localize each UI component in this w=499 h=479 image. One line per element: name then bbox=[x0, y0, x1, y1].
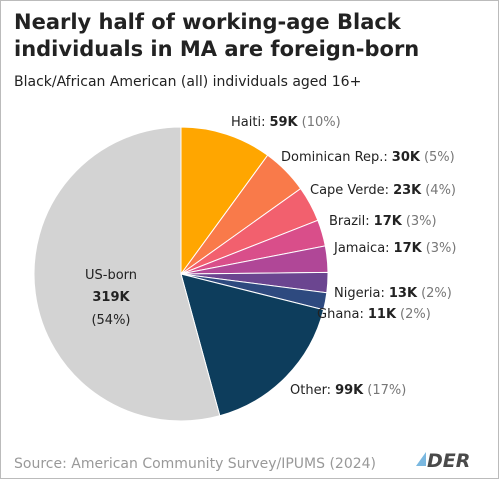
category-label: Other: bbox=[290, 383, 331, 398]
value-label: 11K bbox=[368, 307, 397, 322]
value-label: 319K bbox=[92, 290, 130, 305]
category-label: US-born bbox=[85, 268, 137, 283]
slice-label: Jamaica: 17K (3%) bbox=[333, 241, 457, 256]
category-label: Haiti: bbox=[231, 115, 265, 130]
percent-label: (5%) bbox=[424, 150, 455, 165]
percent-label: (4%) bbox=[425, 183, 456, 198]
slice-label: Haiti: 59K (10%) bbox=[231, 115, 341, 130]
slice-label: Cape Verde: 23K (4%) bbox=[310, 183, 456, 198]
value-label: 13K bbox=[389, 286, 418, 301]
category-label: Brazil: bbox=[329, 214, 370, 229]
percent-label: (3%) bbox=[406, 214, 437, 229]
slice-label: Ghana: 11K (2%) bbox=[317, 307, 431, 322]
percent-label: (3%) bbox=[426, 241, 457, 256]
percent-label: (17%) bbox=[367, 383, 406, 398]
value-label: 59K bbox=[269, 115, 298, 130]
percent-label: (10%) bbox=[302, 115, 341, 130]
slice-label: Other: 99K (17%) bbox=[290, 383, 406, 398]
category-label: Ghana: bbox=[317, 307, 364, 322]
category-label: Nigeria: bbox=[334, 286, 385, 301]
chart-title: Nearly half of working-age Black bbox=[14, 10, 402, 34]
logo-icon bbox=[416, 452, 426, 466]
percent-label: (2%) bbox=[400, 307, 431, 322]
pie-slice bbox=[180, 273, 325, 417]
logo: DER bbox=[427, 450, 470, 472]
pie-slice bbox=[33, 126, 221, 422]
percent-label: (2%) bbox=[421, 286, 452, 301]
value-label: 17K bbox=[394, 241, 423, 256]
category-label: Jamaica: bbox=[333, 241, 390, 256]
value-label: 30K bbox=[392, 150, 421, 165]
chart-title: individuals in MA are foreign-born bbox=[14, 37, 419, 61]
slice-label: Dominican Rep.: 30K (5%) bbox=[281, 150, 455, 165]
value-label: 17K bbox=[374, 214, 403, 229]
category-label: Cape Verde: bbox=[310, 183, 389, 198]
category-label: Dominican Rep.: bbox=[281, 150, 388, 165]
chart-subtitle: Black/African American (all) individuals… bbox=[14, 74, 361, 90]
percent-label: (54%) bbox=[91, 313, 130, 328]
slice-label: Nigeria: 13K (2%) bbox=[334, 286, 452, 301]
source: Source: American Community Survey/IPUMS … bbox=[14, 456, 376, 472]
pie-slice bbox=[180, 126, 269, 276]
slice-label: Brazil: 17K (3%) bbox=[329, 214, 437, 229]
value-label: 23K bbox=[393, 183, 422, 198]
value-label: 99K bbox=[335, 383, 364, 398]
